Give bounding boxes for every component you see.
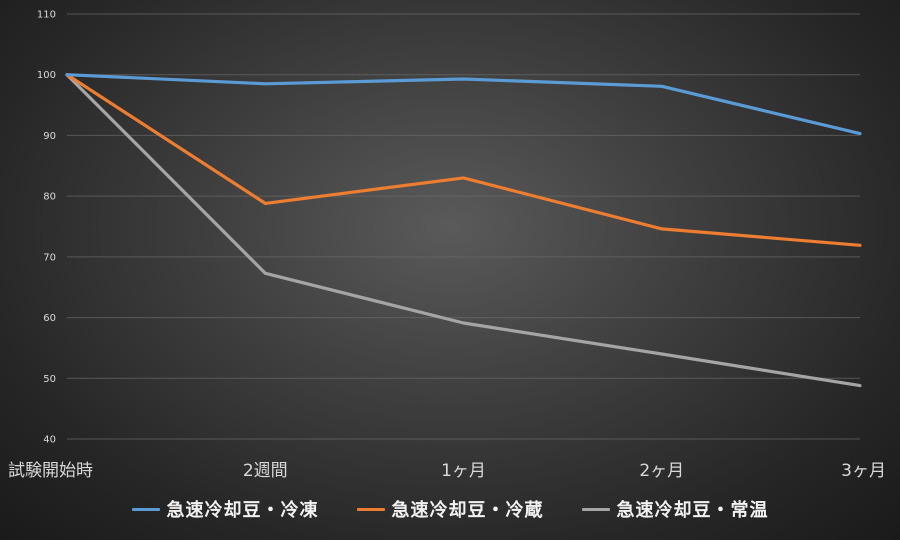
y-tick-label: 40: [43, 435, 56, 446]
y-tick-label: 90: [43, 131, 56, 142]
x-tick-label: 3ヶ月: [841, 461, 886, 481]
y-tick-label: 100: [37, 70, 56, 81]
legend-item-refrigerated[interactable]: 急速冷却豆・冷蔵: [356, 496, 544, 522]
series-line-refrigerated: [65, 73, 862, 247]
legend-label-refrigerated: 急速冷却豆・冷蔵: [391, 500, 544, 521]
legend-swatch-room-temp: [581, 507, 610, 511]
y-tick-label: 50: [43, 374, 56, 385]
x-axis-ticks: 試験開始時 2週間 1ヶ月 2ヶ月 3ヶ月: [8, 461, 886, 481]
legend: 急速冷却豆・冷凍 急速冷却豆・冷蔵 急速冷却豆・常温: [0, 496, 900, 522]
legend-swatch-refrigerated: [356, 507, 385, 511]
legend-item-frozen[interactable]: 急速冷却豆・冷凍: [131, 496, 319, 522]
legend-item-room-temp[interactable]: 急速冷却豆・常温: [581, 496, 769, 522]
legend-swatch-frozen: [131, 507, 160, 511]
x-tick-label: 1ヶ月: [441, 461, 486, 481]
y-tick-label: 70: [43, 252, 56, 263]
series-lines: [65, 73, 862, 388]
x-tick-label: 試験開始時: [8, 461, 93, 481]
y-tick-label: 110: [37, 10, 56, 21]
y-tick-label: 80: [43, 192, 56, 203]
y-axis-ticks: 40 50 60 70 80 90 100 110: [37, 10, 56, 446]
series-line-frozen: [65, 73, 862, 136]
y-tick-label: 60: [43, 313, 56, 324]
series-line-room-temp: [65, 73, 862, 388]
legend-label-room-temp: 急速冷却豆・常温: [616, 500, 769, 521]
x-tick-label: 2ヶ月: [639, 461, 684, 481]
x-tick-label: 2週間: [243, 461, 288, 481]
legend-label-frozen: 急速冷却豆・冷凍: [166, 500, 319, 521]
gridlines: [67, 13, 860, 440]
